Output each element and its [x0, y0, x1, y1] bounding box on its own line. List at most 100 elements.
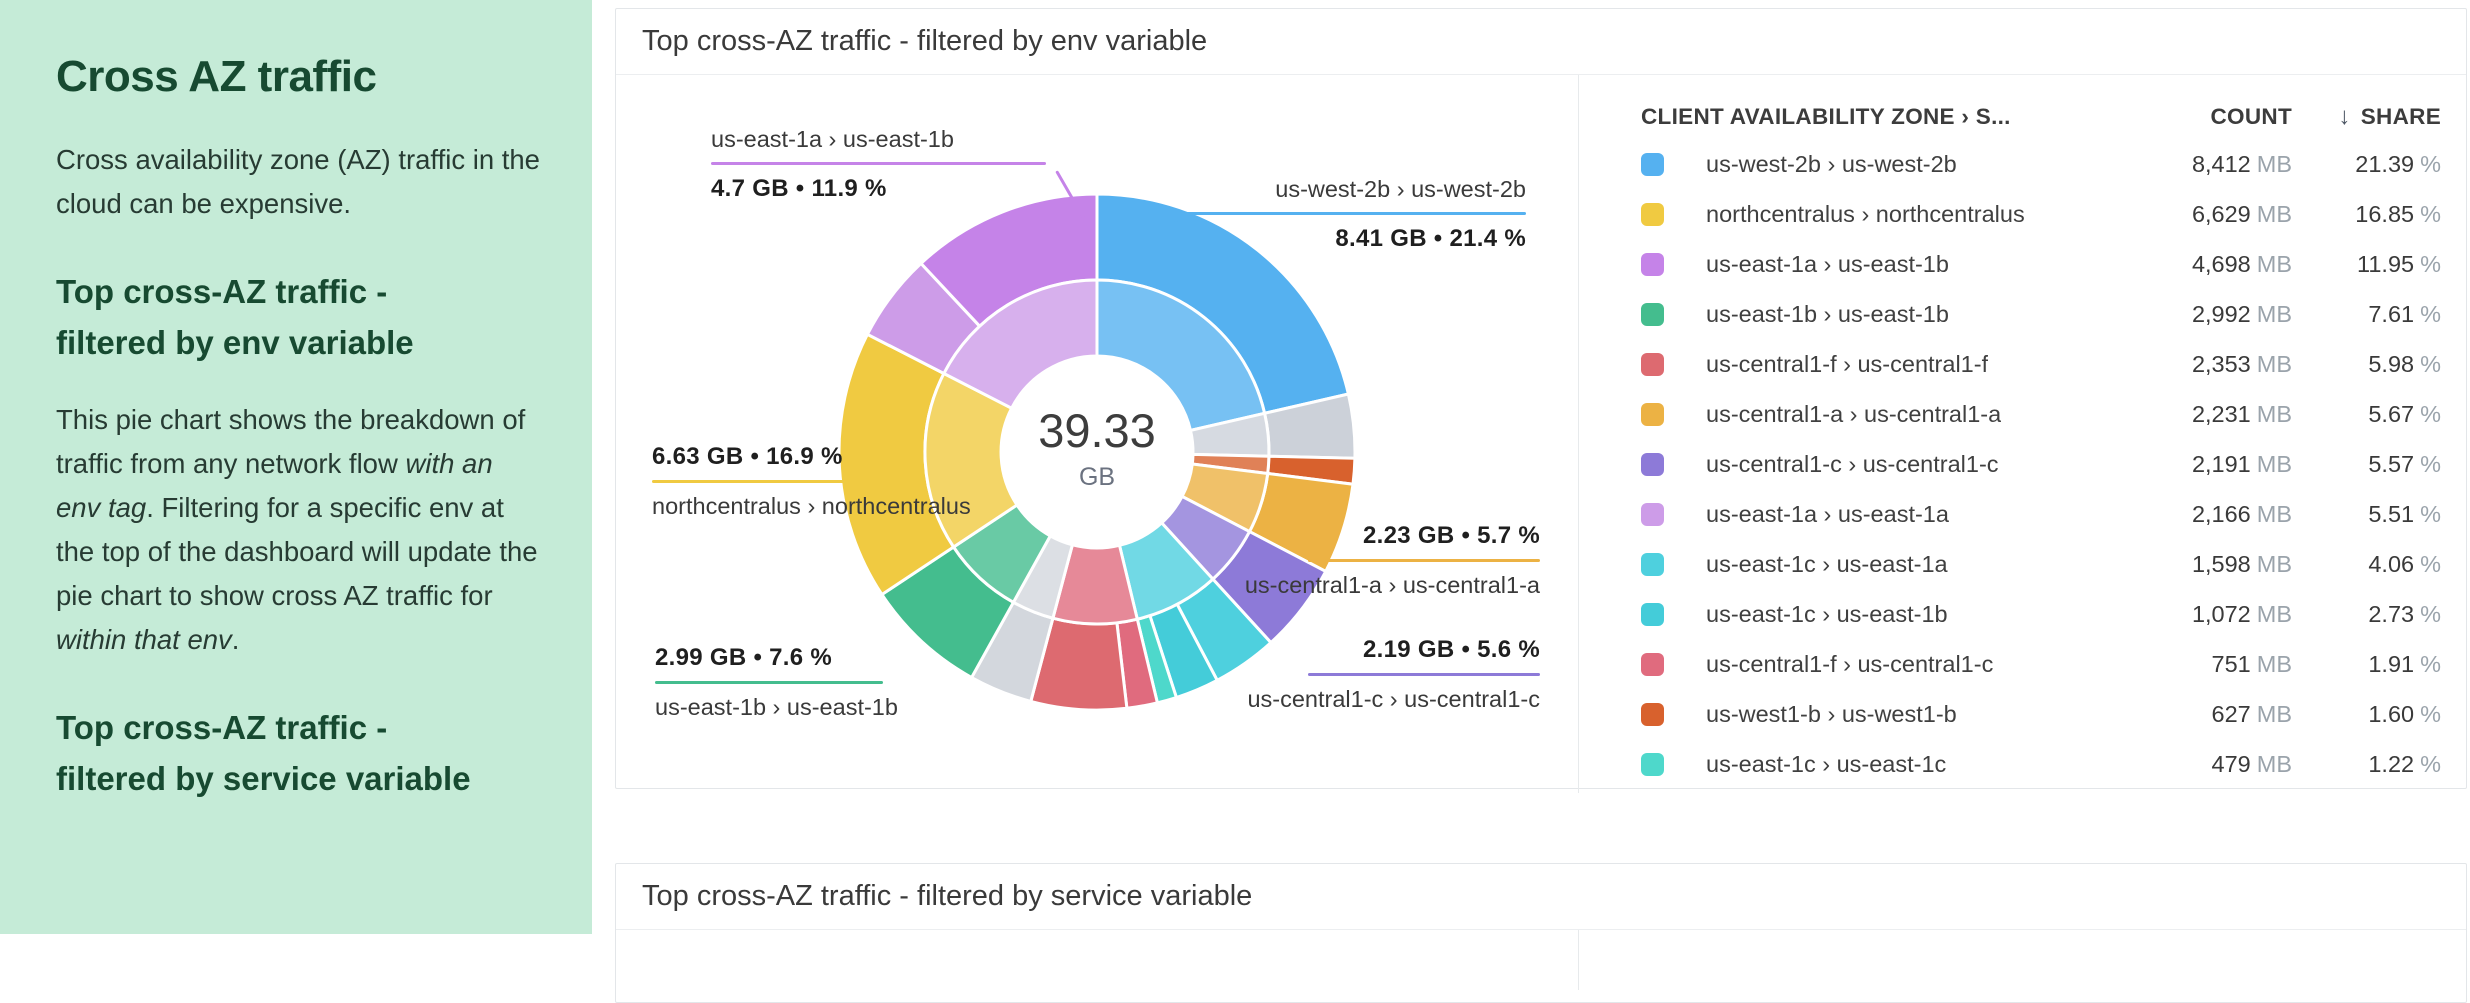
text-run-italic: within that env: [56, 624, 232, 656]
zone-pair-label: us-central1-a › us-central1-a: [1706, 400, 2002, 427]
series-color-swatch: [1641, 252, 1664, 276]
table-row[interactable]: us-west1-b › us-west1-b 627 MB 1.60%: [1641, 689, 2441, 739]
count-unit: MB: [2256, 200, 2292, 227]
table-row[interactable]: us-west-2b › us-west-2b 8,412 MB 21.39%: [1641, 139, 2441, 189]
col-header-zone[interactable]: CLIENT AVAILABILITY ZONE › S...: [1641, 104, 2011, 129]
share-unit: %: [2420, 300, 2441, 327]
count-value: 479: [2211, 750, 2251, 777]
share-value: 16.85: [2355, 200, 2415, 227]
share-value: 7.61: [2368, 300, 2415, 327]
az-table-body: us-west-2b › us-west-2b 8,412 MB 21.39% nort…: [1641, 139, 2441, 789]
count-unit: MB: [2256, 400, 2292, 427]
share-unit: %: [2420, 400, 2441, 427]
share-unit: %: [2420, 200, 2441, 227]
series-color-swatch: [1641, 402, 1664, 426]
callout-line: [1308, 559, 1540, 562]
table-row[interactable]: us-east-1c › us-east-1c 479 MB 1.22%: [1641, 739, 2441, 789]
text-run-italic: with an env tag: [56, 448, 493, 524]
zone-pair-label: northcentralus › northcentralus: [1706, 200, 2025, 227]
callout-value-label: 2.99 GB • 7.6 %: [655, 644, 832, 671]
pie-center-hole: [1002, 357, 1192, 547]
table-row[interactable]: us-central1-f › us-central1-f 2,353 MB 5.98…: [1641, 339, 2441, 389]
series-color-swatch: [1641, 352, 1664, 376]
table-row[interactable]: us-east-1b › us-east-1b 2,992 MB 7.61%: [1641, 289, 2441, 339]
count-value: 1,598: [2191, 550, 2251, 577]
zone-pair-label: us-central1-f › us-central1-f: [1706, 350, 1989, 377]
count-value: 2,231: [2191, 400, 2251, 427]
text-run: . Filtering for a specific env at the to…: [56, 492, 538, 612]
callout-pair-label: us-east-1b › us-east-1b: [655, 694, 898, 720]
share-value: 11.95: [2357, 250, 2415, 277]
callout-pair-label: us-central1-a › us-central1-a: [1244, 572, 1540, 598]
series-color-swatch: [1641, 452, 1664, 476]
table-row[interactable]: us-east-1a › us-east-1a 2,166 MB 5.51%: [1641, 489, 2441, 539]
text-run: This pie chart shows the breakdown of tr…: [56, 404, 526, 480]
count-unit: MB: [2256, 300, 2292, 327]
col-header-count[interactable]: COUNT: [2210, 104, 2292, 129]
zone-pair-label: us-east-1c › us-east-1b: [1706, 600, 1948, 627]
callout-value-label: 2.19 GB • 5.6 %: [1363, 636, 1540, 663]
callout-pair-label: us-east-1a › us-east-1b: [711, 126, 954, 152]
table-row[interactable]: us-central1-f › us-central1-c 751 MB 1.91%: [1641, 639, 2441, 689]
share-value: 5.98: [2368, 350, 2415, 377]
share-value: 4.06: [2368, 550, 2415, 577]
series-color-swatch: [1641, 152, 1664, 176]
zone-pair-label: us-west1-b › us-west1-b: [1706, 700, 1957, 727]
zone-pair-label: us-east-1b › us-east-1b: [1706, 300, 1949, 327]
callout-northcentralus: 6.63 GB • 16.9 % northcentralus › northc…: [652, 442, 971, 521]
sunburst-chart: 39.33 GB us-east-1a › us-east-1b 4.7 GB …: [616, 75, 1578, 793]
series-color-swatch: [1641, 702, 1664, 726]
share-header-label: SHARE: [2360, 104, 2441, 129]
count-value: 6,629: [2191, 200, 2251, 227]
count-value: 8,412: [2191, 150, 2251, 177]
count-unit: MB: [2256, 650, 2292, 677]
count-unit: MB: [2256, 550, 2292, 577]
series-color-swatch: [1641, 302, 1664, 326]
count-value: 2,166: [2191, 500, 2251, 527]
table-row[interactable]: us-east-1c › us-east-1b 1,072 MB 2.73%: [1641, 589, 2441, 639]
panel-service-title: Top cross-AZ traffic - filtered by servi…: [616, 864, 2466, 930]
share-unit: %: [2420, 700, 2441, 727]
table-row[interactable]: northcentralus › northcentralus 6,629 MB 16…: [1641, 189, 2441, 239]
series-color-swatch: [1641, 552, 1664, 576]
share-unit: %: [2420, 550, 2441, 577]
share-unit: %: [2420, 250, 2441, 277]
share-value: 1.22: [2368, 750, 2415, 777]
zone-pair-label: us-east-1c › us-east-1a: [1706, 550, 1948, 577]
panel-divider: [1578, 930, 1579, 990]
callout-us-west-2b: us-west-2b › us-west-2b 8.41 GB • 21.4 %: [1147, 175, 1526, 273]
table-header: CLIENT AVAILABILITY ZONE › S... COUNT ↓ S…: [1641, 95, 2441, 139]
callout-pair-label: northcentralus › northcentralus: [652, 493, 971, 519]
panel-env-body: 39.33 GB us-east-1a › us-east-1b 4.7 GB …: [616, 75, 2466, 793]
col-header-share[interactable]: ↓ SHARE: [2292, 103, 2441, 131]
callout-us-east-1a-us-east-1b: us-east-1a › us-east-1b 4.7 GB • 11.9 %: [711, 125, 1085, 219]
sort-desc-icon: ↓: [2338, 103, 2351, 130]
share-value: 1.91: [2368, 650, 2415, 677]
callout-us-central1-a: 2.23 GB • 5.7 % us-central1-a › us-centr…: [1245, 521, 1540, 600]
share-unit: %: [2420, 750, 2441, 777]
panel-divider: [1578, 75, 1579, 793]
sidebar-heading-service: Top cross-AZ traffic - filtered by servi…: [56, 709, 471, 798]
share-unit: %: [2420, 450, 2441, 477]
callout-pair-label: us-central1-c › us-central1-c: [1247, 686, 1540, 712]
callout-line: [652, 480, 890, 483]
callout-us-east-1b: 2.99 GB • 7.6 % us-east-1b › us-east-1b: [655, 643, 898, 722]
panel-service: Top cross-AZ traffic - filtered by servi…: [615, 863, 2467, 1003]
sidebar-title: Cross AZ traffic: [56, 52, 377, 101]
pie-inner-us-east-1a[interactable]: [941, 278, 1099, 411]
share-unit: %: [2420, 150, 2441, 177]
series-color-swatch: [1641, 602, 1664, 626]
table-row[interactable]: us-east-1c › us-east-1a 1,598 MB 4.06%: [1641, 539, 2441, 589]
table-row[interactable]: us-central1-c › us-central1-c 2,191 MB 5.57…: [1641, 439, 2441, 489]
count-unit: MB: [2256, 450, 2292, 477]
callout-line: [1181, 212, 1526, 216]
pie-inner-us-west-2b[interactable]: [1095, 278, 1267, 433]
zone-pair-label: us-central1-f › us-central1-c: [1706, 650, 1994, 677]
zone-pair-label: us-west-2b › us-west-2b: [1706, 150, 1957, 177]
count-value: 2,353: [2191, 350, 2251, 377]
count-value: 4,698: [2191, 250, 2251, 277]
table-row[interactable]: us-east-1a › us-east-1b 4,698 MB 11.95%: [1641, 239, 2441, 289]
table-row[interactable]: us-central1-a › us-central1-a 2,231 MB 5.67…: [1641, 389, 2441, 439]
text-run: .: [231, 624, 240, 656]
count-unit: MB: [2256, 600, 2292, 627]
